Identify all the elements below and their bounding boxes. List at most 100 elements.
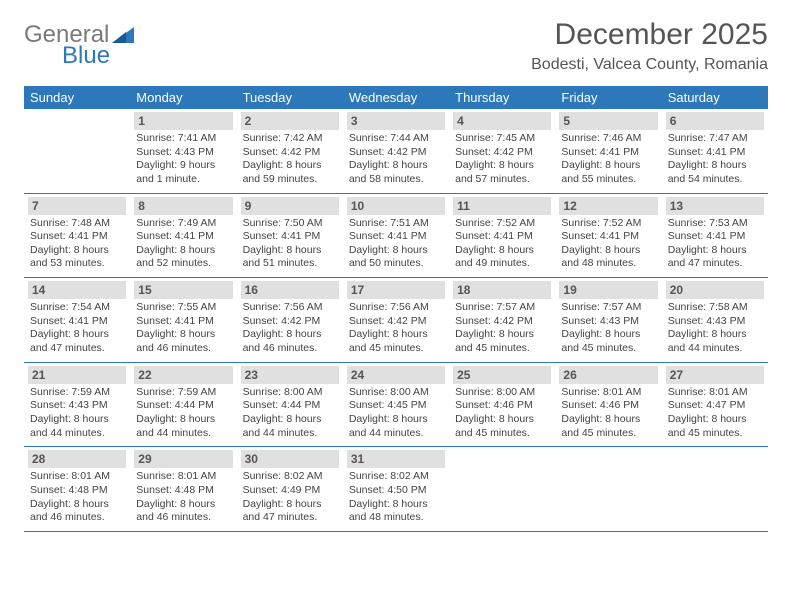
calendar-cell [449,447,555,532]
calendar-cell: 30 Sunrise: 8:02 AMSunset: 4:49 PMDayligh… [237,447,343,532]
calendar-cell [555,447,661,532]
location: Bodesti, Valcea County, Romania [531,56,768,74]
day-details: Sunrise: 7:55 AMSunset: 4:41 PMDaylight:… [134,301,232,356]
day-number: 10 [347,197,445,215]
day-details: Sunrise: 7:57 AMSunset: 4:43 PMDaylight:… [559,301,657,356]
calendar-cell: 1 Sunrise: 7:41 AMSunset: 4:43 PMDaylight… [130,109,236,193]
day-number: 24 [347,366,445,384]
logo-word2: Blue [62,42,110,69]
day-number: 7 [28,197,126,215]
day-number: 26 [559,366,657,384]
day-number: 27 [666,366,764,384]
calendar-cell: 31Sunrise: 8:02 AMSunset: 4:50 PMDayligh… [343,447,449,532]
day-details: Sunrise: 7:50 AMSunset: 4:41 PMDaylight:… [241,217,339,272]
day-number: 18 [453,281,551,299]
day-number: 8 [134,197,232,215]
day-details: Sunrise: 8:01 AMSunset: 4:48 PMDaylight:… [28,470,126,525]
day-details: Sunrise: 7:53 AMSunset: 4:41 PMDaylight:… [666,217,764,272]
calendar-cell: 19Sunrise: 7:57 AMSunset: 4:43 PMDayligh… [555,278,661,363]
calendar-cell: 25Sunrise: 8:00 AMSunset: 4:46 PMDayligh… [449,362,555,447]
title-block: December 2025 Bodesti, Valcea County, Ro… [531,18,768,74]
day-number: 5 [559,112,657,130]
header-row: Sunday Monday Tuesday Wednesday Thursday… [24,86,768,109]
day-details: Sunrise: 8:01 AMSunset: 4:47 PMDaylight:… [666,386,764,441]
day-number: 4 [453,112,551,130]
day-details: Sunrise: 7:49 AMSunset: 4:41 PMDaylight:… [134,217,232,272]
day-details: Sunrise: 7:52 AMSunset: 4:41 PMDaylight:… [559,217,657,272]
calendar-table: Sunday Monday Tuesday Wednesday Thursday… [24,86,768,532]
day-details: Sunrise: 8:01 AMSunset: 4:48 PMDaylight:… [134,470,232,525]
day-number: 23 [241,366,339,384]
day-details: Sunrise: 7:52 AMSunset: 4:41 PMDaylight:… [453,217,551,272]
calendar-cell: 23 Sunrise: 8:00 AMSunset: 4:44 PMDayligh… [237,362,343,447]
day-number: 13 [666,197,764,215]
calendar-cell: 26 Sunrise: 8:01 AMSunset: 4:46 PMDayligh… [555,362,661,447]
day-number: 21 [28,366,126,384]
calendar-cell: 12 Sunrise: 7:52 AMSunset: 4:41 PMDayligh… [555,193,661,278]
calendar-cell: 18 Sunrise: 7:57 AMSunset: 4:42 PMDayligh… [449,278,555,363]
calendar-cell: 8 Sunrise: 7:49 AMSunset: 4:41 PMDaylight… [130,193,236,278]
calendar-cell: 28 Sunrise: 8:01 AMSunset: 4:48 PMDayligh… [24,447,130,532]
day-number: 30 [241,450,339,468]
month-title: December 2025 [531,18,768,52]
calendar-cell: 24 Sunrise: 8:00 AMSunset: 4:45 PMDayligh… [343,362,449,447]
calendar-cell: 14Sunrise: 7:54 AMSunset: 4:41 PMDayligh… [24,278,130,363]
day-details: Sunrise: 8:00 AMSunset: 4:45 PMDaylight:… [347,386,445,441]
day-number: 3 [347,112,445,130]
day-details: Sunrise: 7:45 AMSunset: 4:42 PMDaylight:… [453,132,551,187]
day-details: Sunrise: 7:46 AMSunset: 4:41 PMDaylight:… [559,132,657,187]
calendar-cell: 15 Sunrise: 7:55 AMSunset: 4:41 PMDayligh… [130,278,236,363]
header: General Blue December 2025 Bodesti, Valc… [24,18,768,74]
calendar-cell: 21Sunrise: 7:59 AMSunset: 4:43 PMDayligh… [24,362,130,447]
day-details: Sunrise: 7:57 AMSunset: 4:42 PMDaylight:… [453,301,551,356]
day-number: 12 [559,197,657,215]
day-details: Sunrise: 8:00 AMSunset: 4:44 PMDaylight:… [241,386,339,441]
calendar-row: 1 Sunrise: 7:41 AMSunset: 4:43 PMDaylight… [24,109,768,193]
calendar-cell [24,109,130,193]
day-number: 17 [347,281,445,299]
calendar-cell: 13 Sunrise: 7:53 AMSunset: 4:41 PMDayligh… [662,193,768,278]
calendar-cell: 7 Sunrise: 7:48 AMSunset: 4:41 PMDaylight… [24,193,130,278]
calendar-body: 1 Sunrise: 7:41 AMSunset: 4:43 PMDaylight… [24,109,768,531]
calendar-cell: 22Sunrise: 7:59 AMSunset: 4:44 PMDayligh… [130,362,236,447]
day-details: Sunrise: 8:01 AMSunset: 4:46 PMDaylight:… [559,386,657,441]
calendar-cell: 3 Sunrise: 7:44 AMSunset: 4:42 PMDaylight… [343,109,449,193]
day-details: Sunrise: 7:54 AMSunset: 4:41 PMDaylight:… [28,301,126,356]
day-number: 16 [241,281,339,299]
calendar-row: 7 Sunrise: 7:48 AMSunset: 4:41 PMDaylight… [24,193,768,278]
col-wednesday: Wednesday [343,86,449,109]
calendar-cell: 11Sunrise: 7:52 AMSunset: 4:41 PMDayligh… [449,193,555,278]
calendar-row: 14Sunrise: 7:54 AMSunset: 4:41 PMDayligh… [24,278,768,363]
col-monday: Monday [130,86,236,109]
day-details: Sunrise: 7:48 AMSunset: 4:41 PMDaylight:… [28,217,126,272]
day-details: Sunrise: 7:56 AMSunset: 4:42 PMDaylight:… [241,301,339,356]
day-number: 2 [241,112,339,130]
col-sunday: Sunday [24,86,130,109]
calendar-cell: 4 Sunrise: 7:45 AMSunset: 4:42 PMDaylight… [449,109,555,193]
day-number: 9 [241,197,339,215]
day-details: Sunrise: 7:47 AMSunset: 4:41 PMDaylight:… [666,132,764,187]
calendar-cell: 20Sunrise: 7:58 AMSunset: 4:43 PMDayligh… [662,278,768,363]
day-details: Sunrise: 8:02 AMSunset: 4:49 PMDaylight:… [241,470,339,525]
day-details: Sunrise: 7:41 AMSunset: 4:43 PMDaylight:… [134,132,232,187]
calendar-cell: 16 Sunrise: 7:56 AMSunset: 4:42 PMDayligh… [237,278,343,363]
day-number: 6 [666,112,764,130]
calendar-cell: 2 Sunrise: 7:42 AMSunset: 4:42 PMDaylight… [237,109,343,193]
day-number: 25 [453,366,551,384]
col-thursday: Thursday [449,86,555,109]
day-number: 28 [28,450,126,468]
col-saturday: Saturday [662,86,768,109]
day-details: Sunrise: 7:44 AMSunset: 4:42 PMDaylight:… [347,132,445,187]
calendar-row: 28 Sunrise: 8:01 AMSunset: 4:48 PMDayligh… [24,447,768,532]
day-number: 29 [134,450,232,468]
day-number: 15 [134,281,232,299]
day-number: 31 [347,450,445,468]
day-details: Sunrise: 7:42 AMSunset: 4:42 PMDaylight:… [241,132,339,187]
day-number: 1 [134,112,232,130]
calendar-cell: 17 Sunrise: 7:56 AMSunset: 4:42 PMDayligh… [343,278,449,363]
calendar-cell: 6 Sunrise: 7:47 AMSunset: 4:41 PMDaylight… [662,109,768,193]
calendar-cell: 27 Sunrise: 8:01 AMSunset: 4:47 PMDayligh… [662,362,768,447]
day-details: Sunrise: 7:51 AMSunset: 4:41 PMDaylight:… [347,217,445,272]
day-details: Sunrise: 7:56 AMSunset: 4:42 PMDaylight:… [347,301,445,356]
calendar-row: 21Sunrise: 7:59 AMSunset: 4:43 PMDayligh… [24,362,768,447]
